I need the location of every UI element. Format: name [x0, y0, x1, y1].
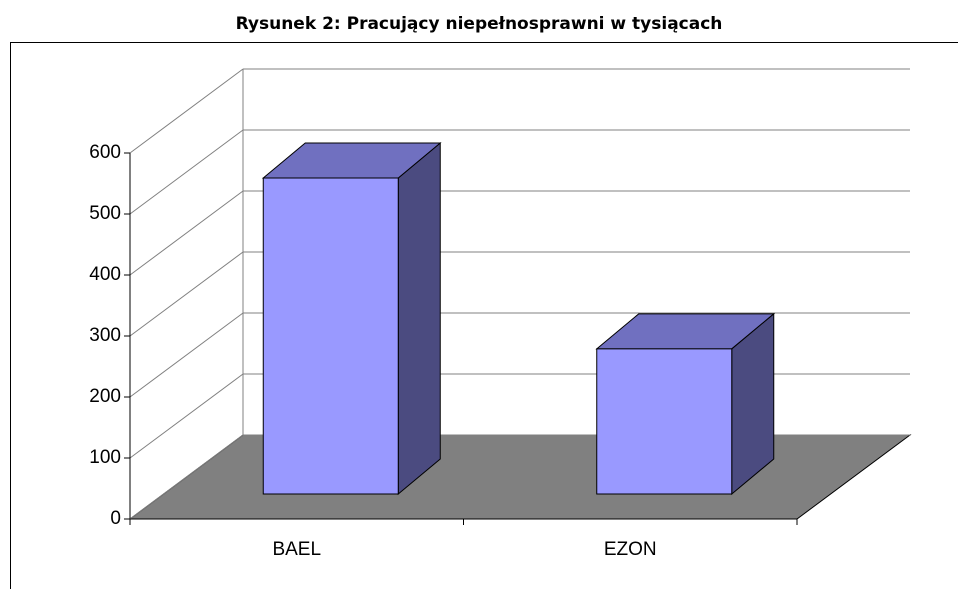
- y-tick-label: 500: [89, 203, 121, 224]
- bar-front: [262, 177, 399, 495]
- y-tick-label: 300: [89, 325, 121, 346]
- y-tick-label: 400: [89, 264, 121, 285]
- grid-line: [129, 68, 244, 154]
- chart-title: Rysunek 2: Pracujący niepełnosprawni w t…: [236, 14, 723, 34]
- y-tick-label: 0: [110, 508, 121, 529]
- y-tick-label: 100: [89, 447, 121, 468]
- bar: [595, 312, 776, 496]
- floor: [128, 434, 912, 520]
- x-tick-label: EZON: [604, 539, 657, 560]
- bar-side: [397, 141, 441, 496]
- grid-line: [129, 434, 244, 520]
- grid-line: [129, 129, 244, 215]
- y-tick-label: 200: [89, 386, 121, 407]
- y-tick-label: 600: [89, 142, 121, 163]
- bar: [261, 141, 442, 496]
- bar-front: [596, 348, 733, 495]
- grid-line: [129, 251, 244, 337]
- grid-line: [129, 190, 244, 276]
- grid-line: [129, 373, 244, 459]
- grid-line: [129, 312, 244, 398]
- x-tick-label: BAEL: [272, 539, 321, 560]
